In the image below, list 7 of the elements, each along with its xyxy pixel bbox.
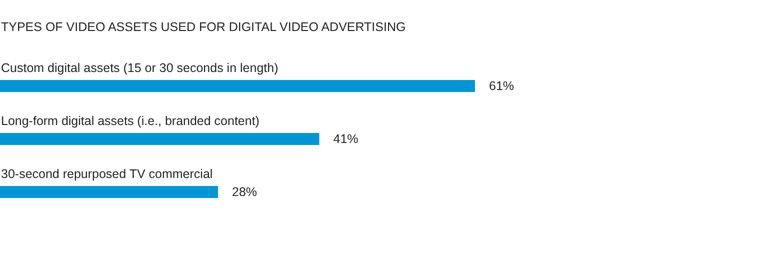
y-tick-label: 30-second repurposed TV commercial (1, 167, 213, 181)
y-tick-label: Custom digital assets (15 or 30 seconds in length) (1, 61, 278, 75)
data-label: 28% (232, 185, 258, 199)
chart-title: TYPES OF VIDEO ASSETS USED FOR DIGITAL VIDEO ADVERTISING (1, 20, 406, 34)
data-label: 61% (489, 79, 514, 93)
data-label: 41% (333, 132, 358, 146)
y-tick-label: Long-form digital assets (i.e., branded content) (1, 114, 260, 128)
